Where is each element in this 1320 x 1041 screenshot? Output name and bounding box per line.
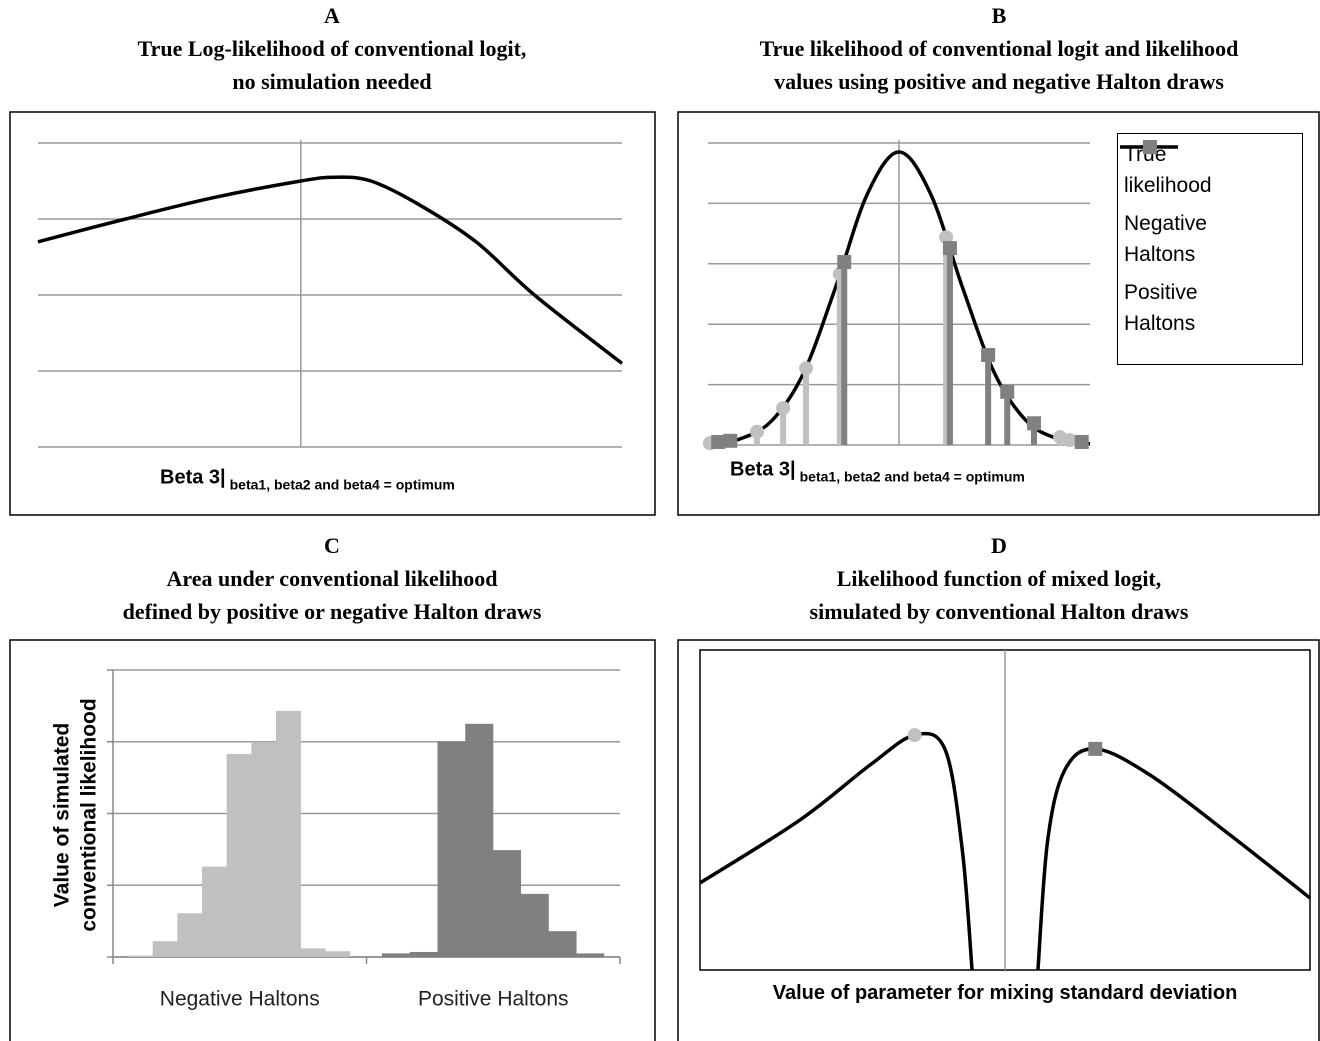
stem [841,261,848,445]
bar [520,893,549,957]
x-axis-label-sub: beta1, beta2 and beta4 = optimum [230,477,455,493]
legend-label: Positive Haltons [1124,281,1198,335]
y-axis-label: conventional likelihood [78,698,101,931]
legend-entry: Negative Haltons [1124,140,1296,270]
x-axis-label-sub: beta1, beta2 and beta4 = optimum [800,469,1025,485]
panel-frame [9,639,656,1041]
panel-letter: C [324,533,340,558]
stem [780,408,787,445]
bar [226,753,252,957]
marker-square [1088,741,1103,756]
bar [177,913,203,957]
panel-title: no simulation needed [232,69,431,94]
x-axis-label: Beta 3| [160,466,226,488]
marker-square [981,348,996,363]
legend-swatch [1143,140,1157,154]
marker-square [1000,384,1015,399]
curve [37,175,624,365]
marker-circle [907,728,922,743]
marker-square [723,433,738,448]
bar [548,931,577,957]
bar [325,951,351,957]
panel-title: True likelihood of conventional logit an… [760,36,1239,61]
stem [985,355,992,445]
stem [1004,391,1011,445]
panel-title: values using positive and negative Halto… [774,69,1224,94]
bar [382,953,411,957]
bar [465,723,494,957]
marker-square [837,254,852,269]
bar [493,850,522,957]
marker-square [942,241,957,256]
x-tick-label: Positive Haltons [418,988,569,1011]
legend-entry: Positive Haltons [1124,140,1296,339]
panel-title: simulated by conventional Halton draws [810,599,1189,624]
marker-circle [939,230,954,245]
bar [409,951,438,957]
panel-letter: B [992,3,1007,28]
y-axis-label: Value of simulated [51,723,74,907]
x-axis-label: Value of parameter for mixing standard d… [772,982,1238,1004]
stem [943,237,950,445]
bar [128,955,153,957]
panel-letter: D [991,533,1007,558]
stem [946,248,953,445]
panel-title: Likelihood function of mixed logit, [837,566,1162,591]
panel-frame [677,111,1320,516]
marker-square [1026,416,1041,431]
marker-circle [776,401,791,416]
bar [437,741,466,957]
bar [152,941,178,957]
marker-square [711,434,726,449]
bar [300,948,326,957]
marker-circle [1062,433,1077,448]
panel-title: Area under conventional likelihood [166,566,497,591]
curve [707,150,1091,446]
marker-circle [799,361,814,376]
panel-letter: A [324,3,340,28]
bar [276,710,301,957]
marker-square [1074,434,1089,449]
bar [576,953,605,957]
legend-label: Negative Haltons [1124,212,1207,266]
panel-frame [677,639,1320,1041]
bar [202,866,227,957]
marker-circle [750,424,765,439]
bar [251,741,277,957]
stem [1030,423,1037,445]
legend: True likelihood Negative Haltons Positive … [1117,133,1303,365]
panel-frame [9,111,656,516]
panel-title: True Log-likelihood of conventional logi… [138,36,527,61]
legend-square [1143,140,1157,154]
stem [836,274,843,445]
x-tick-label: Negative Haltons [160,988,320,1011]
panel-title: defined by positive or negative Halton d… [123,599,542,624]
stem [803,368,810,445]
x-axis-label: Beta 3| [730,458,796,480]
